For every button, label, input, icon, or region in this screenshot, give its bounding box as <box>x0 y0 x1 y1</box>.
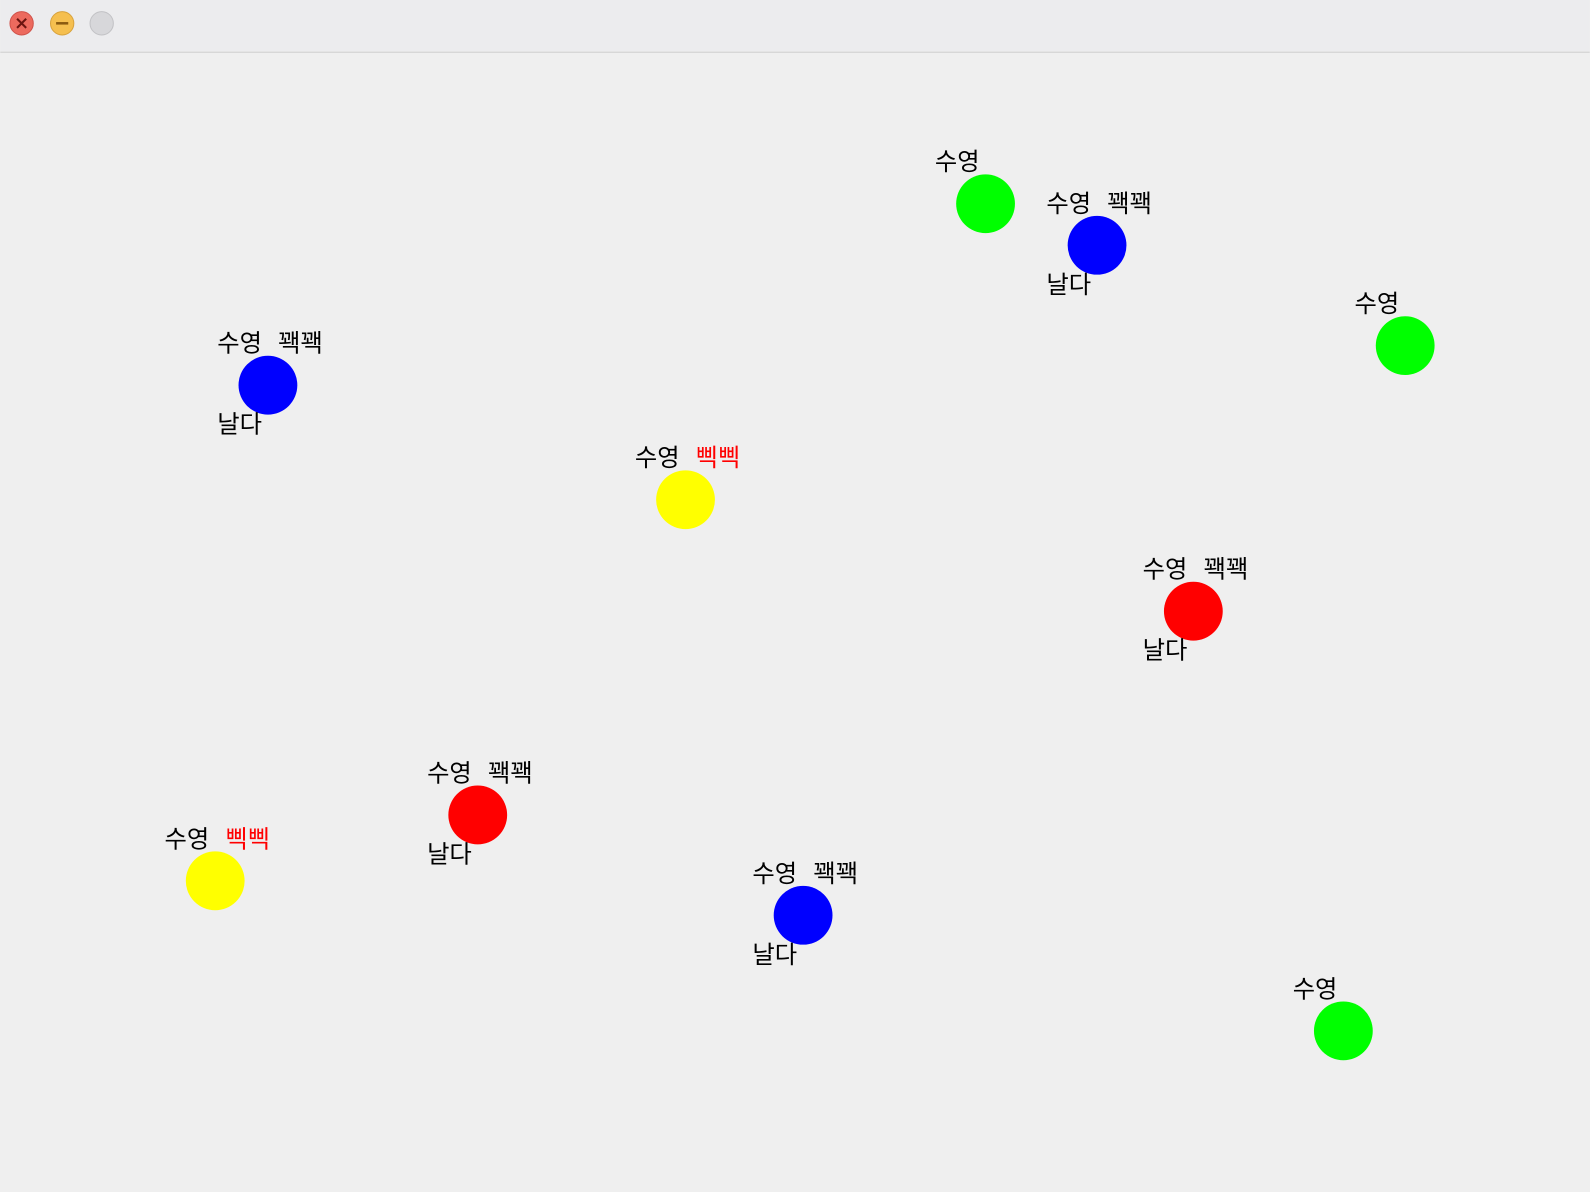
entity: 수영 <box>1293 974 1373 1061</box>
entity-body <box>448 785 508 845</box>
swim-label: 수영 <box>1143 555 1188 584</box>
entity-body <box>1313 1001 1373 1061</box>
sound-label: 꽥꽥 <box>488 758 533 787</box>
entity-body <box>773 885 833 945</box>
swim-label: 수영 <box>217 329 262 358</box>
entity: 수영 <box>1355 289 1435 376</box>
swim-label: 수영 <box>752 859 797 888</box>
entity-body <box>1375 316 1435 376</box>
entity-body <box>1163 581 1223 641</box>
sound-label: 삑삑 <box>225 824 270 853</box>
fly-label: 날다 <box>1046 270 1091 299</box>
sound-label: 꽥꽥 <box>278 329 323 358</box>
entity-body <box>956 174 1015 234</box>
entity: 수영 삑삑 <box>635 443 741 530</box>
sound-label: 꽥꽥 <box>1203 555 1248 584</box>
swim-label: 수영 <box>165 824 210 853</box>
entity: 수영 삑삑 <box>165 824 270 911</box>
fly-label: 날다 <box>217 410 262 439</box>
fly-label: 날다 <box>1143 636 1188 665</box>
swim-label: 수영 <box>427 758 472 787</box>
close-button[interactable] <box>9 11 34 36</box>
entity-body <box>1067 215 1127 275</box>
swim-label: 수영 <box>1293 974 1338 1003</box>
fly-label: 날다 <box>752 940 797 969</box>
swim-label: 수영 <box>935 147 980 176</box>
swim-label: 수영 <box>635 443 680 472</box>
minimize-button[interactable] <box>50 11 75 36</box>
entity-body <box>185 851 245 911</box>
sound-label: 삑삑 <box>696 443 741 472</box>
entity: 수영 <box>935 147 1015 234</box>
canvas <box>0 52 1590 1192</box>
entity-body <box>656 470 715 530</box>
entity-body <box>238 355 298 415</box>
zoom-button[interactable] <box>89 11 114 36</box>
swim-label: 수영 <box>1355 289 1400 318</box>
fly-label: 날다 <box>427 839 472 868</box>
swim-label: 수영 <box>1046 189 1091 218</box>
sound-label: 꽥꽥 <box>1107 189 1152 218</box>
sound-label: 꽥꽥 <box>813 859 858 888</box>
title-bar <box>0 0 1590 52</box>
